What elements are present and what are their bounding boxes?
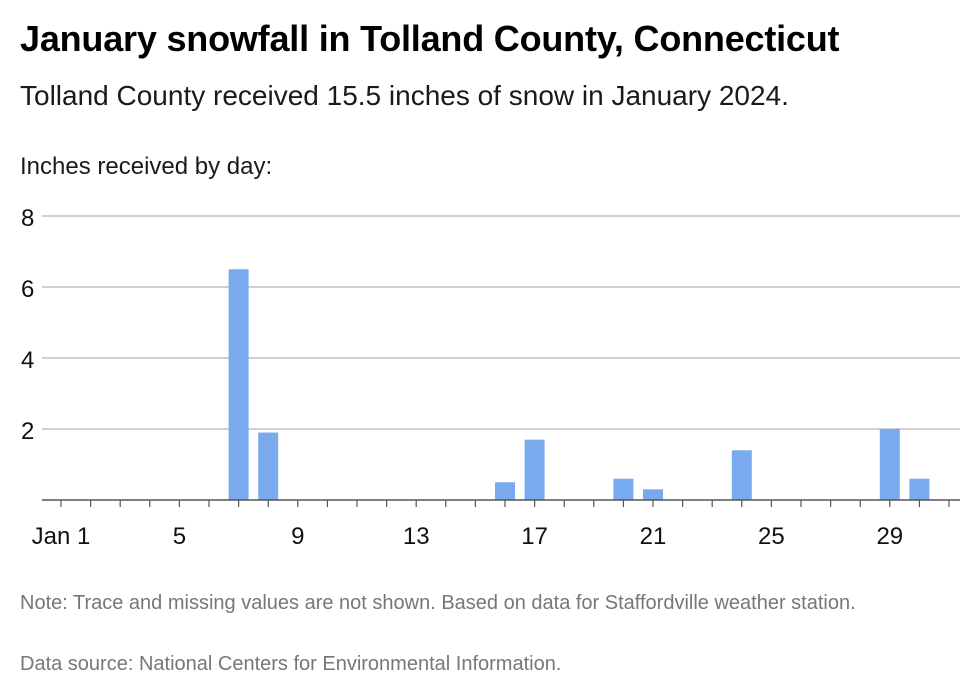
x-tick-label: 5 [173,523,186,550]
bar-day-17 [524,439,545,500]
x-tick-label: 17 [521,523,548,550]
snowfall-bar-chart: 2 4 6 8 Jan 1 5 9 13 17 21 25 29 [21,205,960,550]
bar-day-30 [909,478,930,500]
x-tick-label: Jan 1 [32,523,91,550]
x-tick-label: 21 [640,523,667,550]
x-tick-label: 29 [876,523,903,550]
chart-title: January snowfall in Tolland County, Conn… [20,18,840,59]
bar-day-16 [495,482,515,500]
bar-day-21 [643,489,663,500]
data-source: Data source: National Centers for Enviro… [20,653,562,675]
x-tick-label: 9 [291,523,304,550]
x-tick-label: 25 [758,523,785,550]
bar-day-24 [731,450,752,500]
bar-day-8 [258,432,279,500]
chart-subtitle: Tolland County received 15.5 inches of s… [20,80,789,111]
bar-day-7 [228,269,249,500]
y-tick-label: 6 [21,276,34,303]
bar-day-29 [879,429,900,500]
y-tick-label: 2 [21,418,34,445]
chart-note: Note: Trace and missing values are not s… [20,592,856,614]
bar-day-20 [613,478,634,500]
y-axis-label: Inches received by day: [20,153,273,180]
y-tick-label: 8 [21,205,34,232]
y-tick-label: 4 [21,347,34,374]
x-tick-label: 13 [403,523,430,550]
